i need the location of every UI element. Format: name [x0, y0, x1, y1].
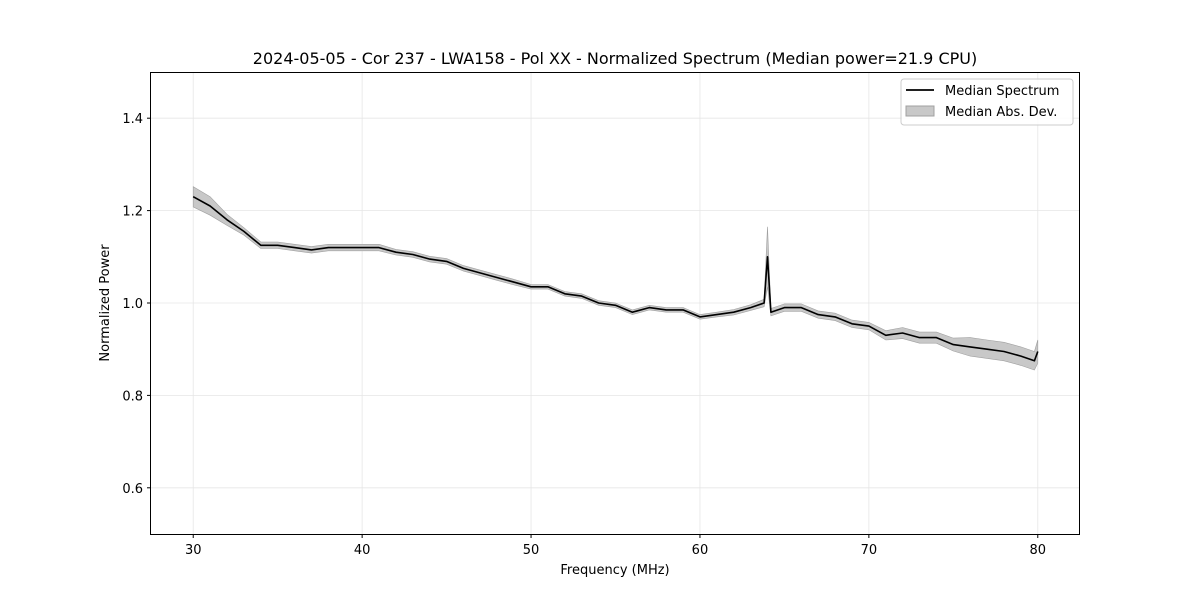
- x-tick-label: 40: [354, 543, 371, 558]
- x-axis: 30 40 50 60 70 80: [185, 534, 1046, 558]
- y-tick-label: 0.6: [122, 482, 143, 497]
- y-tick-label: 1.4: [122, 112, 143, 127]
- mad-band: [192, 186, 1039, 371]
- y-tick-label: 0.8: [122, 389, 143, 404]
- median-spectrum-line: [192, 195, 1039, 362]
- legend: Median Spectrum Median Abs. Dev.: [900, 78, 1074, 126]
- y-axis-label: Normalized Power: [98, 244, 113, 362]
- y-axis: 0.6 0.8 1.0 1.2 1.4: [122, 112, 151, 497]
- legend-box: [900, 78, 1074, 126]
- legend-band-swatch: [905, 105, 935, 117]
- x-tick-label: 70: [861, 543, 878, 558]
- legend-label-median-spectrum: Median Spectrum: [945, 84, 1059, 99]
- x-axis-label: Frequency (MHz): [560, 563, 669, 578]
- x-tick-label: 50: [523, 543, 540, 558]
- x-tick-label: 60: [692, 543, 709, 558]
- chart-title: 2024-05-05 - Cor 237 - LWA158 - Pol XX -…: [253, 49, 977, 68]
- legend-label-median-abs-dev: Median Abs. Dev.: [945, 105, 1057, 120]
- mad-band-area: [192, 186, 1039, 371]
- median-line: [192, 195, 1039, 362]
- x-tick-label: 80: [1029, 543, 1046, 558]
- y-tick-label: 1.0: [122, 297, 143, 312]
- x-tick-label: 30: [185, 543, 202, 558]
- y-tick-label: 1.2: [122, 205, 143, 220]
